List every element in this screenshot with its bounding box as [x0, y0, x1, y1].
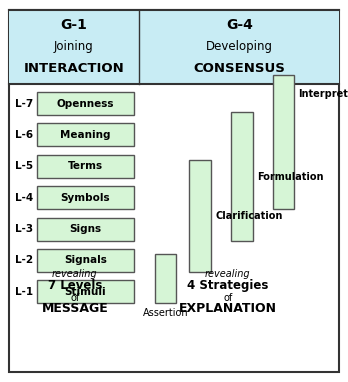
Text: Signals: Signals [64, 256, 107, 265]
Text: EXPLANATION: EXPLANATION [179, 302, 277, 315]
Bar [37, 249, 134, 272]
Bar [9, 10, 339, 84]
Text: CONSENSUS: CONSENSUS [193, 62, 285, 76]
Text: L-3: L-3 [15, 224, 33, 234]
Text: Symbols: Symbols [61, 193, 110, 203]
Bar [231, 112, 253, 241]
Bar [155, 254, 176, 303]
Text: G-1: G-1 [61, 18, 87, 32]
Text: MESSAGE: MESSAGE [41, 302, 108, 315]
Bar [37, 155, 134, 178]
Text: 4 Strategies: 4 Strategies [187, 279, 269, 292]
Text: L-4: L-4 [15, 193, 33, 203]
Text: Formulation: Formulation [257, 172, 323, 181]
Text: Meaning: Meaning [60, 130, 111, 140]
Text: G-4: G-4 [226, 18, 253, 32]
Text: of: of [70, 293, 79, 303]
Bar [37, 123, 134, 146]
Text: Assertion: Assertion [142, 308, 188, 318]
Text: L-1: L-1 [15, 287, 33, 297]
Bar [37, 280, 134, 303]
Bar [189, 160, 211, 272]
Text: Interpretation: Interpretation [299, 89, 348, 99]
Text: revealing: revealing [205, 269, 251, 279]
Text: Joining: Joining [54, 40, 94, 53]
Text: Clarification: Clarification [215, 211, 283, 221]
Text: Developing: Developing [206, 40, 273, 53]
Bar [37, 218, 134, 241]
Text: Stimuli: Stimuli [64, 287, 106, 297]
Text: L-5: L-5 [15, 161, 33, 171]
Bar [37, 186, 134, 209]
Text: Signs: Signs [69, 224, 101, 234]
Text: INTERACTION: INTERACTION [24, 62, 124, 76]
Text: L-2: L-2 [15, 256, 33, 265]
Text: Terms: Terms [68, 161, 103, 171]
Text: L-7: L-7 [15, 99, 33, 108]
Text: Openness: Openness [56, 99, 114, 108]
Text: L-6: L-6 [15, 130, 33, 140]
Text: of: of [223, 293, 232, 303]
Bar [273, 75, 294, 209]
Bar [37, 92, 134, 115]
Text: 7 Levels: 7 Levels [48, 279, 102, 292]
Text: revealing: revealing [52, 269, 98, 279]
